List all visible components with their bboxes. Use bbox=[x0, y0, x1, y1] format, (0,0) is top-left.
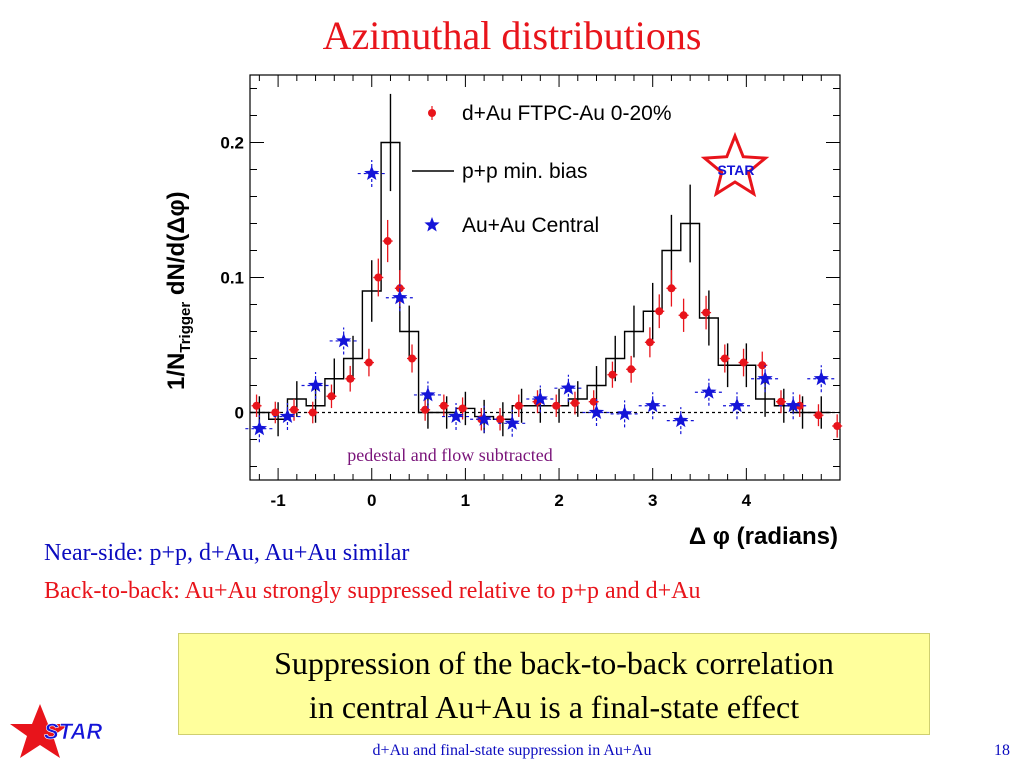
dau-point bbox=[458, 404, 467, 413]
auau-point bbox=[673, 412, 689, 428]
dau-point bbox=[739, 358, 748, 367]
slide-title: Azimuthal distributions bbox=[322, 13, 702, 58]
dau-point bbox=[290, 405, 299, 414]
auau-point bbox=[617, 405, 633, 421]
x-tick-label: 2 bbox=[554, 491, 563, 510]
dau-point bbox=[514, 401, 523, 410]
dau-point bbox=[408, 354, 417, 363]
plot-star-logo-text: STAR bbox=[717, 162, 754, 178]
auau-point bbox=[813, 370, 829, 386]
conclusion-line-2: in central Au+Au is a final-state effect bbox=[308, 689, 800, 725]
auau-point bbox=[251, 420, 267, 436]
auau-point bbox=[336, 332, 352, 348]
dau-point bbox=[589, 397, 598, 406]
x-tick-label: 3 bbox=[648, 491, 657, 510]
auau-point bbox=[757, 370, 773, 386]
auau-point bbox=[532, 391, 548, 406]
dau-point bbox=[833, 422, 842, 430]
dau-point bbox=[645, 338, 654, 347]
pp-histogram bbox=[250, 141, 831, 420]
azimuthal-chart: -1 0 1 2 3 4 0 0.1 0.2 d+Au FTPC-Au 0-20% p+p min.… bbox=[163, 74, 843, 550]
y-tick-label: 0 bbox=[235, 404, 244, 423]
conclusion-box: Suppression of the back-to-back correlat… bbox=[178, 633, 930, 735]
x-axis-label: Δ φ (radians) bbox=[689, 523, 838, 550]
auau-point bbox=[420, 386, 436, 402]
auau-point bbox=[504, 415, 520, 430]
auau-point bbox=[307, 377, 324, 392]
auau-point bbox=[279, 408, 296, 423]
dau-point bbox=[346, 374, 355, 383]
dau-point bbox=[496, 415, 505, 424]
auau-point bbox=[729, 397, 745, 413]
dau-point bbox=[627, 365, 636, 374]
dau-point bbox=[570, 399, 579, 408]
dau-point bbox=[552, 401, 561, 410]
plot-frame bbox=[249, 74, 841, 481]
auau-point bbox=[588, 404, 605, 419]
legend-dau-label: d+Au FTPC-Au 0-20% bbox=[462, 102, 672, 125]
auau-point bbox=[701, 384, 717, 399]
dau-point bbox=[814, 411, 823, 420]
auau-point bbox=[476, 411, 492, 426]
x-tick-label: -1 bbox=[271, 491, 286, 510]
dau-point bbox=[364, 358, 373, 367]
star-logo-shape bbox=[10, 704, 70, 758]
dau-point bbox=[271, 408, 280, 417]
auau-point bbox=[560, 380, 576, 395]
legend-auau-marker bbox=[424, 217, 440, 232]
dau-point bbox=[421, 405, 430, 414]
dau-point bbox=[439, 401, 448, 410]
auau-point bbox=[785, 397, 801, 413]
auau-point bbox=[448, 408, 464, 423]
plot-star-logo-icon bbox=[700, 131, 770, 198]
star-logo: STAR bbox=[10, 704, 103, 758]
page-number: 18 bbox=[994, 742, 1010, 759]
conclusion-line-1: Suppression of the back-to-back correlat… bbox=[274, 645, 834, 681]
near-side-note: Near-side: p+p, d+Au, Au+Au similar bbox=[44, 540, 410, 566]
dau-point bbox=[667, 284, 676, 293]
dau-point bbox=[383, 237, 392, 246]
x-tick-label: 0 bbox=[367, 491, 376, 510]
auau-point bbox=[364, 165, 380, 180]
dau-point bbox=[327, 392, 336, 401]
dau-point bbox=[308, 408, 317, 417]
legend-auau-label: Au+Au Central bbox=[462, 214, 599, 237]
dau-point bbox=[252, 401, 261, 410]
x-tick-label: 4 bbox=[742, 491, 752, 510]
dau-point bbox=[655, 307, 664, 316]
legend-pp-label: p+p min. bias bbox=[462, 160, 588, 183]
dau-point bbox=[608, 370, 617, 379]
dau-point bbox=[679, 311, 688, 320]
dau-point bbox=[720, 354, 729, 363]
auau-point bbox=[645, 397, 661, 413]
dau-point bbox=[702, 308, 711, 317]
footer-text: d+Au and final-state suppression in Au+A… bbox=[372, 742, 652, 759]
y-tick-label: 0.2 bbox=[220, 134, 244, 153]
y-tick-label: 0.1 bbox=[220, 269, 244, 288]
auau-point bbox=[392, 289, 408, 305]
chart-annotation: pedestal and flow subtracted bbox=[347, 445, 552, 465]
y-axis-label: 1/NTrigger dN/d(Δφ) bbox=[163, 191, 194, 390]
x-tick-label: 1 bbox=[461, 491, 470, 510]
back-to-back-note: Back-to-back: Au+Au strongly suppressed … bbox=[44, 578, 701, 604]
dau-point bbox=[777, 397, 785, 406]
dau-point bbox=[374, 273, 383, 282]
star-logo-text: STAR bbox=[44, 719, 102, 744]
dau-point bbox=[758, 361, 767, 370]
